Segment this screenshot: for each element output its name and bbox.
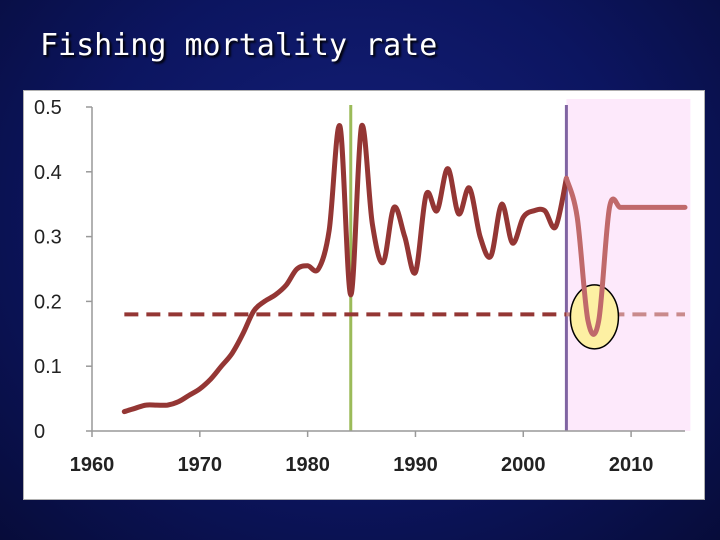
chart-frame: 0 0.1 0.2 0.3 0.4 0.5 1960 1970 1980 1990 2000 2010 bbox=[23, 90, 705, 500]
slide-title: Fishing mortality rate bbox=[40, 28, 438, 63]
y-tick-label: 0.4 bbox=[34, 162, 62, 184]
x-tick-label: 2000 bbox=[501, 454, 546, 476]
fishing-mortality-historical-line bbox=[121, 122, 569, 415]
x-tick-label: 1990 bbox=[393, 454, 438, 476]
fishing-mortality-projection-line bbox=[563, 175, 688, 337]
x-tick-label: 1970 bbox=[178, 454, 223, 476]
y-tick-label: 0.1 bbox=[34, 356, 62, 378]
highlight-ellipse bbox=[569, 284, 620, 350]
x-tick-label: 2010 bbox=[609, 454, 654, 476]
projection-shaded-region bbox=[566, 99, 691, 431]
y-tick-label: 0.2 bbox=[34, 291, 62, 313]
y-tick-label: 0.3 bbox=[34, 227, 62, 249]
fishing-mortality-chart: 0 0.1 0.2 0.3 0.4 0.5 1960 1970 1980 1990 2000 2010 bbox=[34, 97, 691, 476]
y-tick-label: 0 bbox=[34, 421, 45, 443]
x-tick-label: 1980 bbox=[285, 454, 330, 476]
x-tick-label: 1960 bbox=[70, 454, 115, 476]
y-tick-label: 0.5 bbox=[34, 97, 62, 119]
